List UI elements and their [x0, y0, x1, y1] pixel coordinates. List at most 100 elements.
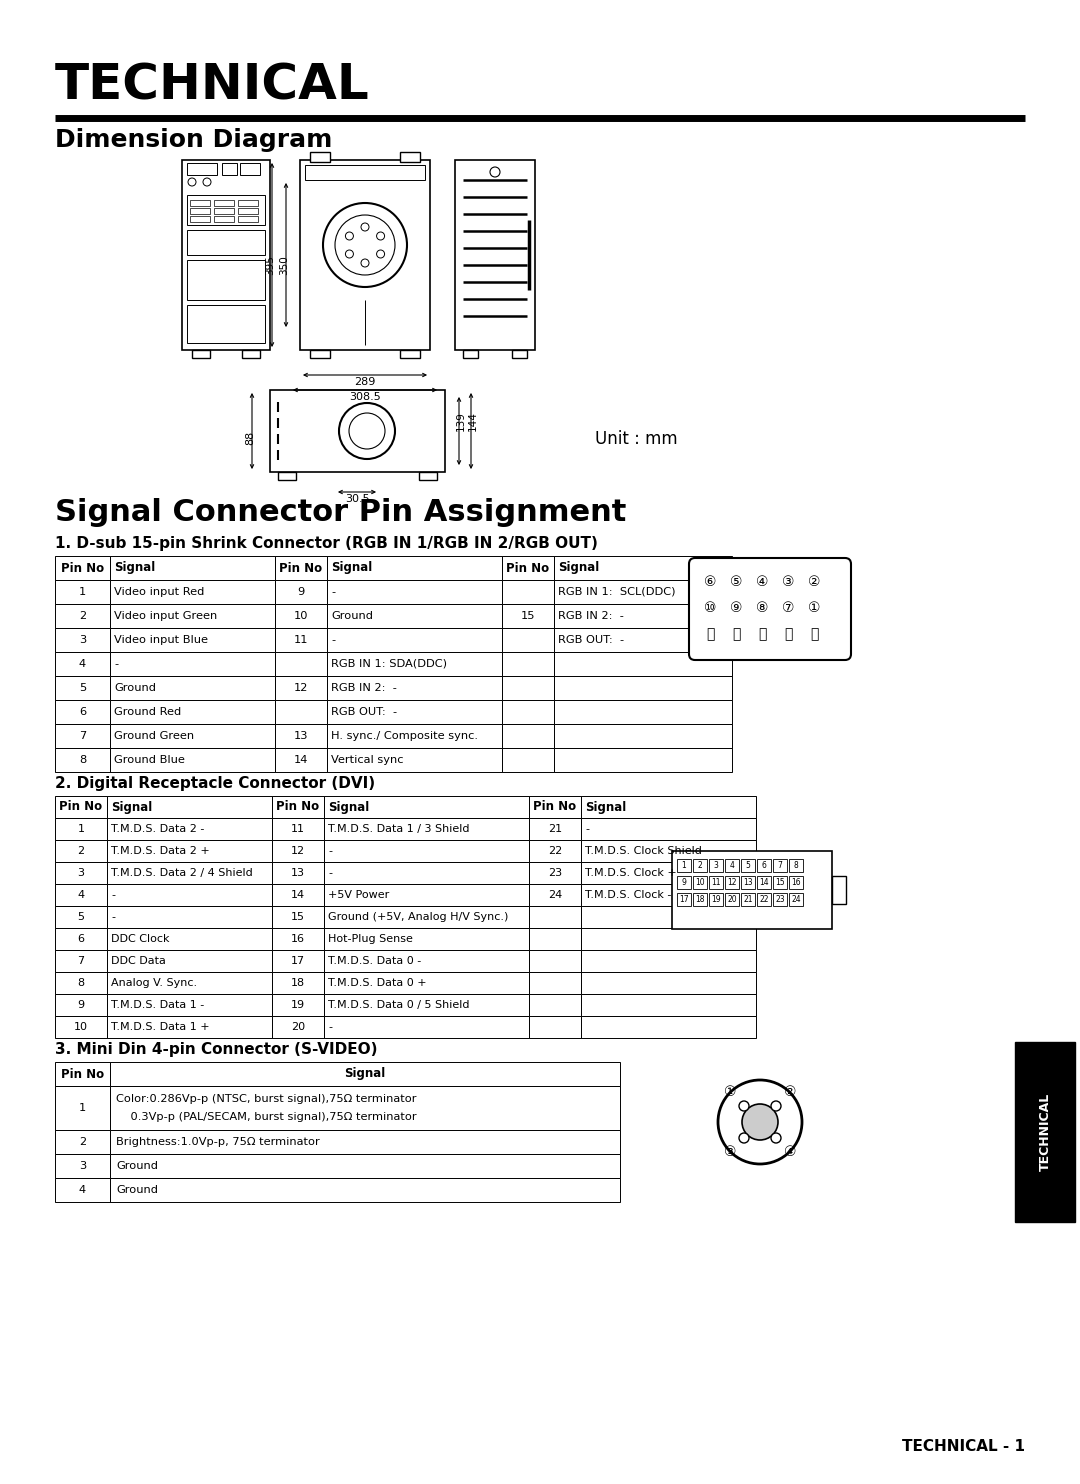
Text: ⑪: ⑪	[810, 628, 819, 641]
Circle shape	[739, 1132, 750, 1143]
Text: ①: ①	[724, 1085, 737, 1100]
Text: 17: 17	[291, 956, 305, 966]
Bar	[327, 748, 502, 772]
Bar	[187, 260, 265, 300]
Bar	[324, 994, 529, 1017]
Bar	[107, 818, 272, 840]
Text: 13: 13	[291, 868, 305, 879]
Text: Signal: Signal	[558, 561, 599, 574]
Bar	[55, 677, 110, 700]
Bar	[55, 928, 107, 950]
Bar	[55, 1086, 110, 1129]
Circle shape	[739, 1101, 750, 1112]
Bar	[327, 556, 502, 580]
Text: Video input Red: Video input Red	[114, 588, 204, 597]
Text: 15: 15	[775, 879, 785, 887]
Bar	[110, 628, 275, 651]
Text: 3: 3	[78, 868, 84, 879]
Text: -: -	[328, 846, 332, 856]
Text: 12: 12	[291, 846, 305, 856]
Text: 11: 11	[294, 635, 308, 646]
Bar	[400, 151, 420, 162]
Bar	[773, 893, 787, 907]
Bar	[725, 893, 739, 907]
Bar	[55, 628, 110, 651]
Text: 3. Mini Din 4-pin Connector (S-VIDEO): 3. Mini Din 4-pin Connector (S-VIDEO)	[55, 1042, 378, 1057]
Bar	[242, 350, 260, 358]
Text: ⑦: ⑦	[782, 601, 794, 614]
Text: Pin No: Pin No	[534, 800, 577, 813]
Bar	[275, 700, 327, 724]
Bar	[581, 840, 756, 862]
Text: T.M.D.S. Data 2 / 4 Shield: T.M.D.S. Data 2 / 4 Shield	[111, 868, 253, 879]
Text: Ground Green: Ground Green	[114, 732, 194, 741]
Bar	[529, 795, 581, 818]
Bar	[502, 628, 554, 651]
Text: 7: 7	[778, 861, 782, 870]
Text: 22: 22	[548, 846, 562, 856]
Text: RGB IN 1: SDA(DDC): RGB IN 1: SDA(DDC)	[330, 659, 447, 669]
Bar	[502, 677, 554, 700]
Bar	[529, 884, 581, 907]
Text: 9: 9	[78, 1000, 84, 1011]
Bar	[327, 677, 502, 700]
Bar	[554, 677, 732, 700]
Text: 7: 7	[78, 956, 84, 966]
Text: 16: 16	[792, 879, 800, 887]
Text: Pin No: Pin No	[276, 800, 320, 813]
Text: 4: 4	[78, 890, 84, 899]
Bar	[708, 893, 723, 907]
Bar	[55, 972, 107, 994]
Bar	[455, 160, 535, 350]
Text: 20: 20	[291, 1022, 305, 1031]
Text: RGB IN 2:  -: RGB IN 2: -	[330, 683, 396, 693]
Bar	[55, 724, 110, 748]
Text: 12: 12	[294, 683, 308, 693]
Bar	[55, 1129, 110, 1155]
Text: Ground: Ground	[116, 1160, 158, 1171]
Bar	[275, 628, 327, 651]
Text: 2: 2	[79, 611, 86, 620]
Text: 10: 10	[294, 611, 308, 620]
Bar	[581, 818, 756, 840]
Text: TECHNICAL - 1: TECHNICAL - 1	[902, 1439, 1025, 1454]
Bar	[55, 994, 107, 1017]
Bar	[55, 604, 110, 628]
Text: T.M.D.S. Data 0 -: T.M.D.S. Data 0 -	[328, 956, 421, 966]
Bar	[110, 1155, 620, 1178]
Text: ⑮: ⑮	[706, 628, 714, 641]
Text: Pin No: Pin No	[280, 561, 323, 574]
Text: 23: 23	[775, 895, 785, 904]
Bar	[529, 972, 581, 994]
Bar	[110, 1086, 620, 1129]
Bar	[272, 818, 324, 840]
Text: Video input Blue: Video input Blue	[114, 635, 208, 646]
Text: 6: 6	[761, 861, 767, 870]
Bar	[55, 840, 107, 862]
Bar	[190, 217, 210, 223]
Text: Signal: Signal	[328, 800, 369, 813]
Text: 30.5: 30.5	[345, 494, 369, 505]
Text: Signal: Signal	[345, 1067, 386, 1080]
Bar	[324, 884, 529, 907]
Bar	[107, 907, 272, 928]
Text: Pin No: Pin No	[507, 561, 550, 574]
Bar	[554, 604, 732, 628]
Text: Ground Red: Ground Red	[114, 706, 181, 717]
Bar	[529, 818, 581, 840]
Bar	[502, 748, 554, 772]
Bar	[581, 972, 756, 994]
Bar	[529, 862, 581, 884]
Bar	[677, 876, 691, 889]
Text: 9: 9	[297, 588, 305, 597]
Bar	[693, 876, 707, 889]
Bar	[272, 994, 324, 1017]
Text: -: -	[111, 890, 114, 899]
Bar	[554, 651, 732, 677]
Bar	[55, 1063, 110, 1086]
Bar	[238, 217, 258, 223]
Bar	[272, 795, 324, 818]
Bar	[187, 163, 217, 175]
Text: Hot-Plug Sense: Hot-Plug Sense	[328, 933, 413, 944]
Bar	[463, 350, 478, 358]
